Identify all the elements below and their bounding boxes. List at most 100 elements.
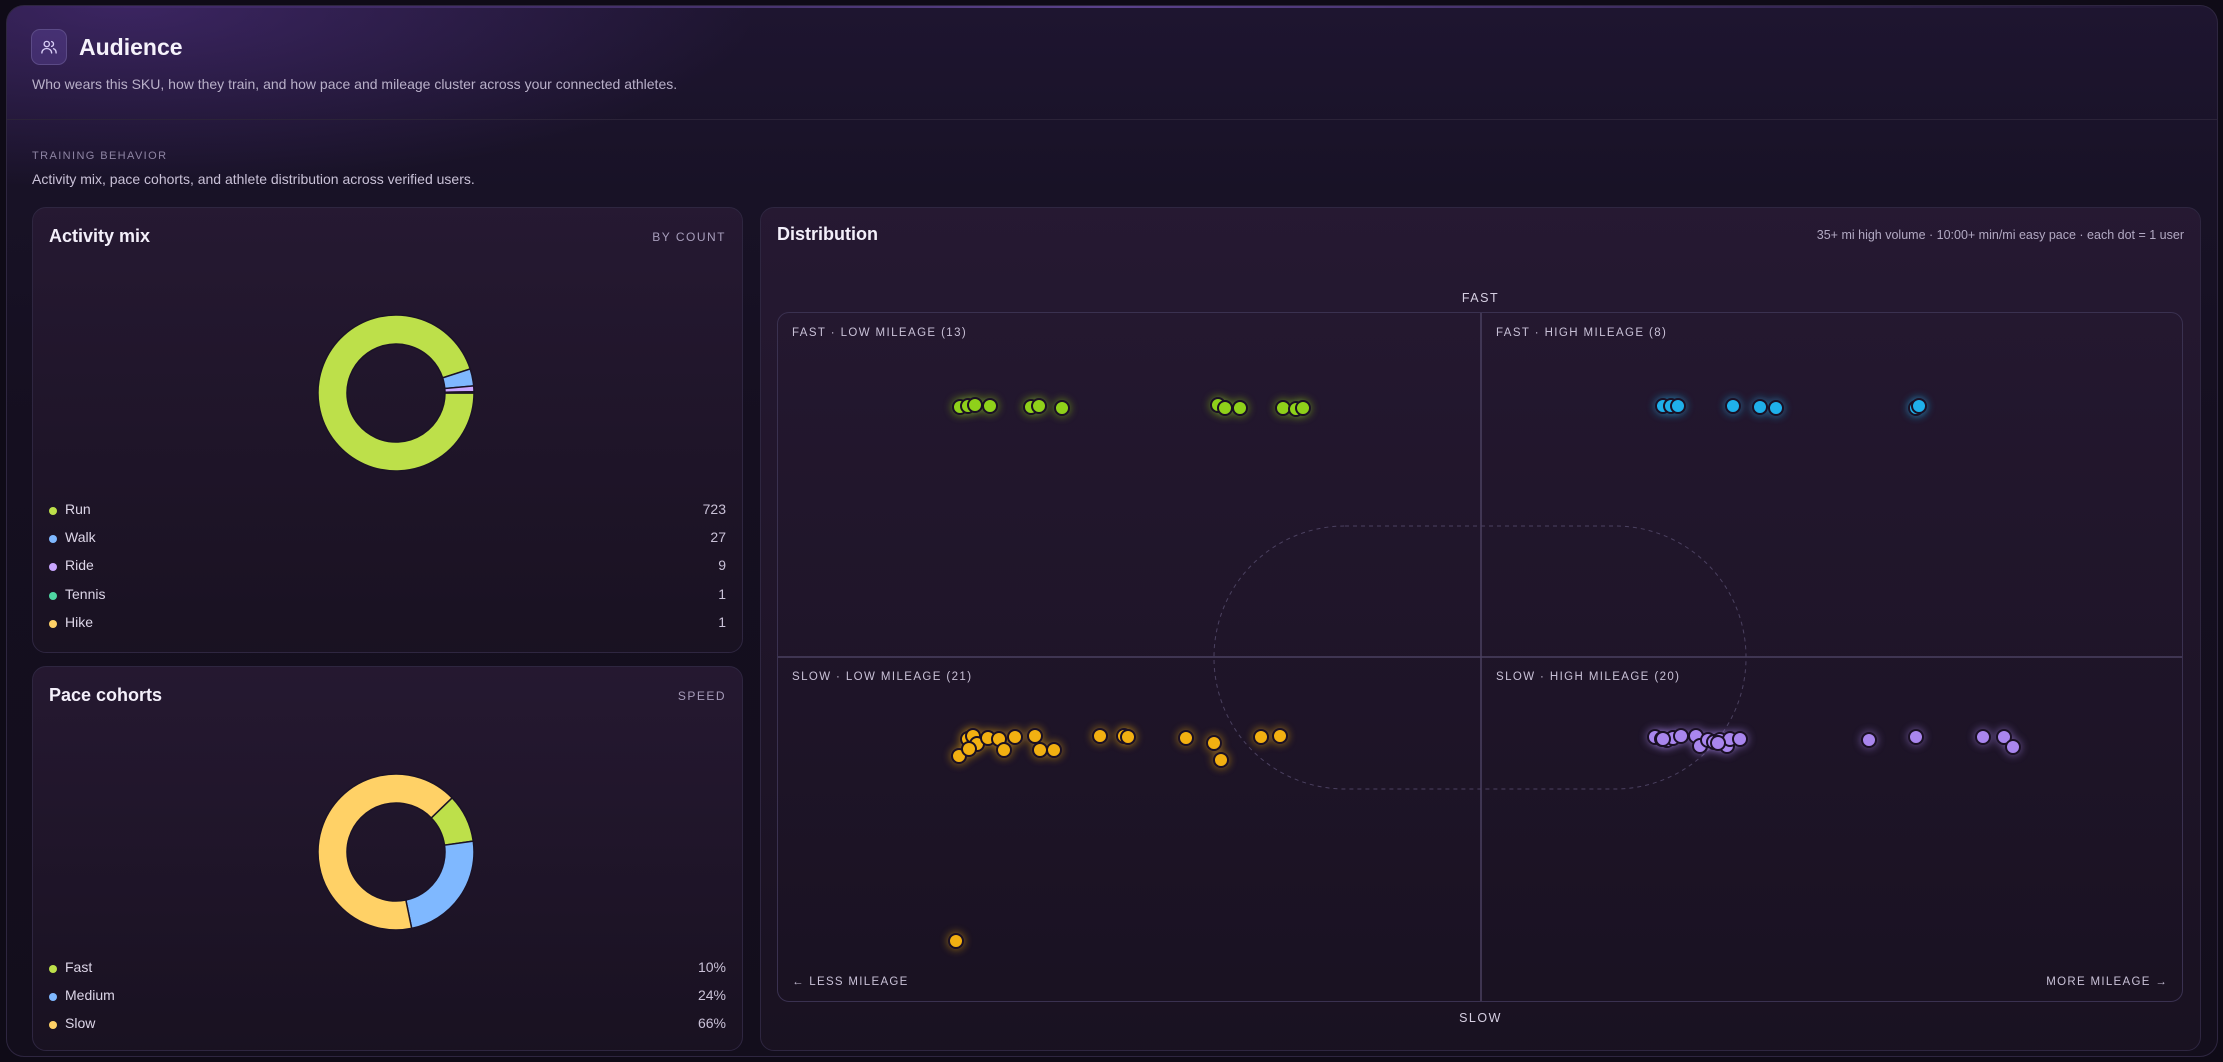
user-dot[interactable] bbox=[1295, 400, 1311, 416]
legend-value: 723 bbox=[702, 501, 726, 517]
distribution-card: Distribution 35+ mi high volume · 10:00+… bbox=[760, 207, 2201, 1051]
user-dot[interactable] bbox=[1732, 731, 1748, 747]
legend-dot bbox=[49, 535, 57, 544]
legend-dot bbox=[49, 507, 57, 515]
user-dot[interactable] bbox=[1092, 728, 1108, 744]
user-dot[interactable] bbox=[961, 741, 977, 757]
page-header: Audience Who wears this SKU, how they tr… bbox=[7, 6, 2217, 120]
donut-slice-slow bbox=[317, 773, 454, 931]
user-dot[interactable] bbox=[2005, 739, 2021, 755]
legend-item-tennis: Tennis 1 bbox=[49, 586, 726, 614]
user-dot[interactable] bbox=[1007, 729, 1023, 745]
user-dot[interactable] bbox=[982, 398, 998, 414]
legend-dot bbox=[49, 965, 57, 973]
donut-slice-medium bbox=[404, 840, 475, 930]
legend-label: Medium bbox=[65, 987, 115, 1004]
legend-value: 66% bbox=[697, 1015, 726, 1032]
legend-value: 1 bbox=[718, 585, 726, 602]
user-dot[interactable] bbox=[1670, 398, 1686, 414]
user-dot[interactable] bbox=[1046, 742, 1062, 758]
quadrant-label-fast-low: FAST · LOW MILEAGE (13) bbox=[792, 327, 968, 339]
user-dot[interactable] bbox=[1213, 752, 1229, 768]
pace-cohorts-legend: Fast 10% Medium 24% Slow 66% bbox=[49, 959, 726, 1044]
user-dot[interactable] bbox=[1272, 728, 1288, 744]
legend-label: Run bbox=[65, 501, 91, 517]
legend-dot bbox=[49, 563, 57, 572]
pace-cohorts-donut bbox=[317, 773, 475, 931]
quadrant-label-slow-high: SLOW · HIGH MILEAGE (20) bbox=[1496, 671, 1681, 683]
user-dot[interactable] bbox=[1206, 735, 1222, 751]
axis-label-slow: SLOW bbox=[1459, 1011, 1502, 1025]
user-dot[interactable] bbox=[1178, 730, 1194, 746]
legend-item-run: Run 723 bbox=[49, 501, 726, 529]
pace-cohorts-tag: SPEED bbox=[677, 689, 726, 703]
legend-label: Fast bbox=[65, 959, 93, 975]
user-dot[interactable] bbox=[1217, 400, 1233, 416]
distribution-note: 35+ mi high volume · 10:00+ min/mi easy … bbox=[1816, 228, 2184, 242]
user-dot[interactable] bbox=[1975, 729, 1991, 745]
user-dot[interactable] bbox=[1908, 729, 1924, 745]
distribution-plot: FAST · LOW MILEAGE (13) FAST · HIGH MILE… bbox=[777, 312, 2183, 1002]
user-dot[interactable] bbox=[1655, 731, 1671, 747]
user-dot[interactable] bbox=[967, 397, 983, 413]
user-dot[interactable] bbox=[1232, 400, 1248, 416]
legend-item-ride: Ride 9 bbox=[49, 557, 726, 585]
quadrant-label-slow-low: SLOW · LOW MILEAGE (21) bbox=[792, 671, 973, 683]
user-dot[interactable] bbox=[1673, 728, 1689, 744]
user-dot[interactable] bbox=[1027, 728, 1043, 744]
legend-label: Walk bbox=[65, 529, 96, 546]
user-dot[interactable] bbox=[1253, 729, 1269, 745]
distribution-title: Distribution bbox=[777, 224, 878, 244]
legend-item-hike: Hike 1 bbox=[49, 614, 726, 642]
legend-label: Ride bbox=[65, 557, 94, 574]
legend-item-medium: Medium 24% bbox=[49, 987, 726, 1015]
section-label: TRAINING BEHAVIOR bbox=[32, 150, 168, 162]
pace-cohorts-title: Pace cohorts bbox=[49, 685, 163, 705]
page-title: Audience bbox=[79, 34, 183, 60]
user-dot[interactable] bbox=[1032, 742, 1048, 758]
users-icon bbox=[31, 29, 67, 65]
legend-value: 1 bbox=[718, 613, 726, 630]
legend-dot bbox=[49, 619, 57, 628]
user-dot[interactable] bbox=[1031, 398, 1047, 414]
user-dot[interactable] bbox=[948, 933, 964, 949]
user-dot[interactable] bbox=[1996, 729, 2012, 745]
legend-dot bbox=[49, 1021, 57, 1030]
legend-dot bbox=[49, 591, 57, 600]
legend-item-slow: Slow 66% bbox=[49, 1015, 726, 1043]
legend-label: Slow bbox=[65, 1015, 96, 1032]
user-dot[interactable] bbox=[1861, 732, 1877, 748]
user-dot[interactable] bbox=[1054, 400, 1070, 416]
legend-label: Tennis bbox=[65, 585, 106, 602]
legend-item-walk: Walk 27 bbox=[49, 529, 726, 557]
legend-dot bbox=[49, 993, 57, 1002]
page-subtitle: Who wears this SKU, how they train, and … bbox=[32, 76, 678, 92]
quadrant-label-fast-high: FAST · HIGH MILEAGE (8) bbox=[1496, 327, 1668, 339]
axis-label-less-mileage: ← LESS MILEAGE bbox=[792, 976, 909, 988]
legend-value: 9 bbox=[718, 557, 726, 574]
activity-mix-legend: Run 723 Walk 27 Ride 9 Tennis 1 Hike bbox=[49, 501, 726, 642]
pace-cohorts-card: Pace cohorts SPEED Fast 10% Medium 24% S… bbox=[32, 666, 743, 1051]
legend-item-fast: Fast 10% bbox=[49, 959, 726, 987]
user-dot[interactable] bbox=[1710, 735, 1726, 751]
section-description: Activity mix, pace cohorts, and athlete … bbox=[32, 171, 475, 187]
activity-mix-donut bbox=[317, 314, 475, 472]
donut-slice-hike bbox=[444, 391, 475, 394]
axis-label-more-mileage: MORE MILEAGE → bbox=[2046, 976, 2168, 988]
activity-mix-card: Activity mix BY COUNT Run 723 Walk 27 Ri… bbox=[32, 207, 743, 653]
axis-label-fast: FAST bbox=[1461, 291, 1500, 305]
legend-value: 27 bbox=[710, 529, 726, 546]
user-dot[interactable] bbox=[1120, 729, 1136, 745]
donut-slice-run bbox=[317, 314, 475, 472]
activity-mix-tag: BY COUNT bbox=[652, 230, 726, 244]
user-dot[interactable] bbox=[996, 742, 1012, 758]
user-dot[interactable] bbox=[1768, 400, 1784, 416]
user-dot[interactable] bbox=[1911, 398, 1927, 414]
user-dot[interactable] bbox=[1725, 398, 1741, 414]
legend-value: 24% bbox=[697, 987, 726, 1004]
legend-label: Hike bbox=[65, 613, 94, 630]
user-dot[interactable] bbox=[1275, 400, 1291, 416]
legend-value: 10% bbox=[697, 959, 726, 975]
user-dot[interactable] bbox=[1752, 399, 1768, 415]
quadrant-grid bbox=[778, 313, 2182, 1001]
